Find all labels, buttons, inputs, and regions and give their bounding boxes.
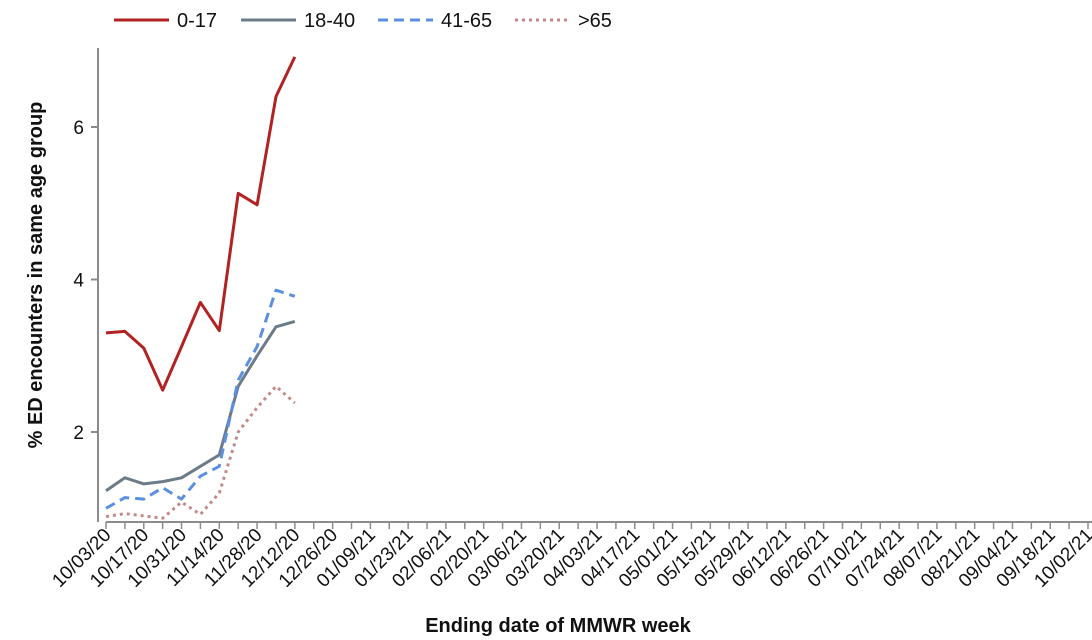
y-tick-label: 6 <box>73 118 84 139</box>
series-line--65 <box>105 384 296 520</box>
legend-label: 41-65 <box>441 10 492 32</box>
legend-label: >65 <box>578 10 612 32</box>
legend-label: 0-17 <box>177 10 217 32</box>
legend: 0-17 18-40 41-65 >65 <box>114 10 612 32</box>
y-tick-label: 4 <box>73 271 84 292</box>
legend-label: 18-40 <box>304 10 355 32</box>
series-line-18-40 <box>105 319 296 492</box>
y-axis-title: % ED encounters in same age group <box>25 102 47 449</box>
axes: 24610/03/2010/17/2010/31/2011/14/2011/28… <box>48 48 1092 592</box>
x-axis-title: Ending date of MMWR week <box>425 615 691 637</box>
y-tick-label: 2 <box>73 423 84 444</box>
series-line-0-17 <box>105 56 297 392</box>
series-line-41-65 <box>105 288 296 510</box>
plot-area <box>105 56 297 520</box>
